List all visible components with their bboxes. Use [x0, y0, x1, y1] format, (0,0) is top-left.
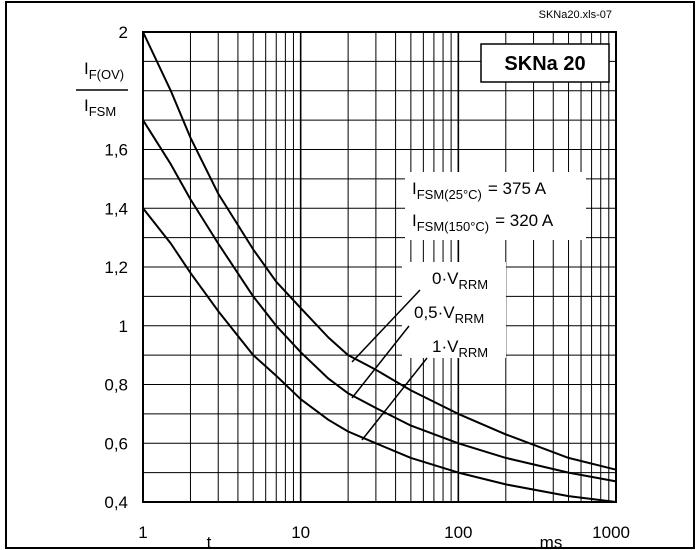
series-label-0: 0·VRRM [432, 269, 488, 292]
ifsm-annotation-box [405, 172, 586, 240]
series-label-2: 1·VRRM [432, 337, 488, 360]
series-label-box [402, 262, 506, 358]
x-tick-label: 100 [444, 523, 472, 542]
leader-line-2 [361, 357, 428, 441]
ifsm-25-prefix: I [412, 179, 417, 198]
leader-line-1 [351, 325, 410, 399]
plot-border [142, 31, 617, 503]
y-tick-label: 0,4 [104, 493, 128, 512]
series-line-1 [142, 119, 617, 483]
ifsm-150-sub: FSM(150°C) [417, 219, 489, 234]
ifsm-25-annotation: IFSM(25°C) = 375 A [412, 179, 547, 202]
y-tick-label: 0,8 [104, 376, 128, 395]
y-tick-label: 1,2 [104, 258, 128, 277]
ylabel-den: I [84, 96, 89, 115]
ifsm-150-annotation: IFSM(150°C) = 320 A [412, 211, 554, 234]
series-line-0 [142, 31, 617, 471]
ylabel-den-sub: FSM [89, 104, 116, 119]
ifsm-150-prefix: I [412, 211, 417, 230]
y-tick-labels: 0,4 0,6 0,8 1 1,2 1,4 1,6 2 [104, 23, 128, 512]
x-axis-label: t [207, 533, 212, 550]
ifsm-25-sub: FSM(25°C) [417, 187, 482, 202]
ifsm-25-value: = 375 A [488, 179, 547, 198]
y-tick-label: 1,6 [104, 141, 128, 160]
ylabel-num-sub: F(OV) [89, 67, 124, 82]
y-tick-label: 2 [119, 23, 128, 42]
grid-layer [143, 32, 616, 502]
svg-text:IF(OV): IF(OV) [84, 59, 124, 82]
series-label-1: 0,5·VRRM [414, 303, 484, 326]
svg-text:IFSM: IFSM [84, 96, 116, 119]
y-tick-label: 1,4 [104, 199, 128, 218]
ylabel-num: I [84, 59, 89, 78]
x-tick-label: 1000 [592, 523, 630, 542]
title-box [480, 43, 610, 83]
x-tick-label: 10 [291, 523, 310, 542]
y-axis-label: IF(OV) IFSM [76, 59, 128, 119]
y-tick-label: 1 [119, 317, 128, 336]
leader-line-0 [351, 289, 421, 363]
y-tick-label: 0,6 [104, 434, 128, 453]
chart-title: SKNa 20 [504, 53, 585, 75]
x-tick-label: 1 [138, 523, 147, 542]
ifsm-150-value: = 320 A [495, 211, 554, 230]
x-axis-unit: ms [540, 533, 563, 550]
file-reference: SKNa20.xls-07 [539, 9, 612, 21]
series-line-2 [142, 207, 617, 503]
x-tick-labels: 1 10 100 1000 [138, 523, 630, 542]
series-layer [142, 31, 617, 503]
outer-frame [5, 1, 695, 549]
